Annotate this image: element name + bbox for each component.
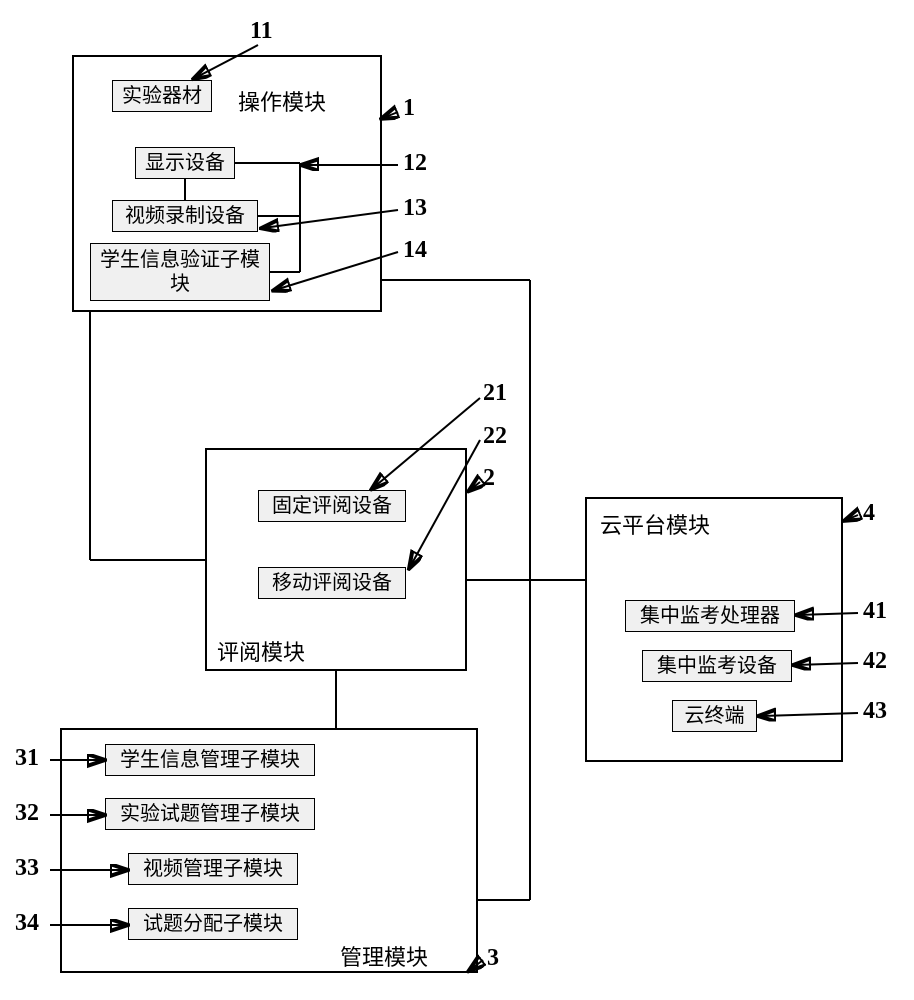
box-fixed-review-text: 固定评阅设备 xyxy=(272,494,392,518)
box-student-verify-text: 学生信息验证子模块 xyxy=(91,248,269,296)
module-management-label: 管理模块 xyxy=(340,940,428,972)
label-42: 42 xyxy=(863,648,887,675)
label-13: 13 xyxy=(403,195,427,222)
label-2: 2 xyxy=(483,465,495,492)
box-video-record-text: 视频录制设备 xyxy=(125,204,245,228)
label-1: 1 xyxy=(403,95,415,122)
box-display: 显示设备 xyxy=(135,147,235,179)
box-cloud-terminal: 云终端 xyxy=(672,700,757,732)
label-11: 11 xyxy=(250,18,273,45)
label-33: 33 xyxy=(15,855,39,882)
box-mobile-review-text: 移动评阅设备 xyxy=(272,571,392,595)
box-display-text: 显示设备 xyxy=(145,151,225,175)
box-question-assign: 试题分配子模块 xyxy=(128,908,298,940)
label-32: 32 xyxy=(15,800,39,827)
box-central-device-text: 集中监考设备 xyxy=(657,654,777,678)
label-41: 41 xyxy=(863,598,887,625)
box-central-processor: 集中监考处理器 xyxy=(625,600,795,632)
box-cloud-terminal-text: 云终端 xyxy=(685,704,745,728)
box-central-processor-text: 集中监考处理器 xyxy=(640,604,780,628)
label-22: 22 xyxy=(483,423,507,450)
box-equipment: 实验器材 xyxy=(112,80,212,112)
label-34: 34 xyxy=(15,910,39,937)
box-student-info-mgmt: 学生信息管理子模块 xyxy=(105,744,315,776)
box-fixed-review: 固定评阅设备 xyxy=(258,490,406,522)
label-43: 43 xyxy=(863,698,887,725)
label-14: 14 xyxy=(403,237,427,264)
module-review-label: 评阅模块 xyxy=(217,635,305,667)
label-3: 3 xyxy=(487,945,499,972)
label-12: 12 xyxy=(403,150,427,177)
label-31: 31 xyxy=(15,745,39,772)
box-mobile-review: 移动评阅设备 xyxy=(258,567,406,599)
label-4: 4 xyxy=(863,500,875,527)
box-central-device: 集中监考设备 xyxy=(642,650,792,682)
box-equipment-text: 实验器材 xyxy=(122,84,202,108)
label-21: 21 xyxy=(483,380,507,407)
module-cloud-label: 云平台模块 xyxy=(600,508,710,540)
box-video-mgmt-text: 视频管理子模块 xyxy=(143,857,283,881)
box-video-record: 视频录制设备 xyxy=(112,200,258,232)
box-video-mgmt: 视频管理子模块 xyxy=(128,853,298,885)
module-operation-label: 操作模块 xyxy=(238,85,326,117)
box-student-verify: 学生信息验证子模块 xyxy=(90,243,270,301)
diagram-canvas: 操作模块 实验器材 显示设备 视频录制设备 学生信息验证子模块 评阅模块 固定评… xyxy=(0,0,914,1000)
box-question-assign-text: 试题分配子模块 xyxy=(143,912,283,936)
box-student-info-mgmt-text: 学生信息管理子模块 xyxy=(120,748,300,772)
box-exam-question-mgmt: 实验试题管理子模块 xyxy=(105,798,315,830)
box-exam-question-mgmt-text: 实验试题管理子模块 xyxy=(120,802,300,826)
